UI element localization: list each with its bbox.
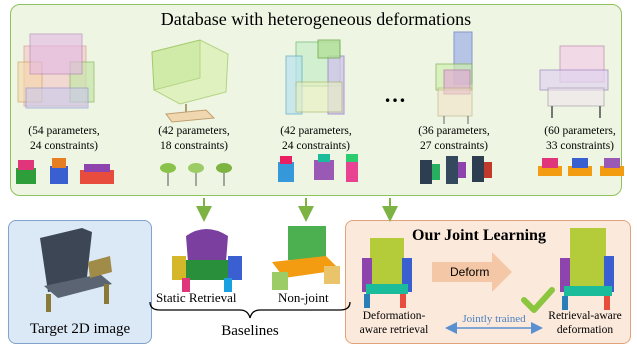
db-model-5-chair	[539, 45, 609, 118]
db-model-4-examples	[420, 156, 492, 184]
db-model-2-chair	[151, 39, 229, 123]
target-label: Target 2D image	[29, 321, 131, 337]
model-5-constraints: 33 constraints)	[545, 140, 615, 152]
database-title: Database with heterogeneous deformations	[160, 9, 472, 29]
model-1-constraints: 24 constraints)	[29, 140, 99, 152]
jointly-trained-label: Jointly trained	[462, 313, 526, 325]
static-retrieval-label: Static Retrieval	[156, 290, 237, 305]
ours-deformed-chair	[560, 228, 614, 310]
db-model-1-examples	[16, 158, 114, 184]
db-model-3-chair	[285, 39, 345, 115]
nonjoint-chair	[272, 226, 340, 290]
deformation-label-line2: deformation	[556, 324, 614, 336]
static-retrieval-chair	[172, 229, 242, 292]
model-5-params: (60 parameters,	[544, 125, 616, 137]
model-4-params: (36 parameters,	[418, 125, 490, 137]
deform-label: Deform	[450, 265, 490, 279]
db-model-2-examples	[160, 163, 232, 186]
model-3-constraints: 24 constraints)	[281, 140, 351, 152]
nonjoint-label: Non-joint	[278, 290, 329, 305]
db-model-3-examples	[278, 154, 358, 182]
checkmark-icon	[521, 287, 555, 313]
retrieval-label-line2: aware retrieval	[359, 324, 429, 336]
db-model-4-chair	[435, 31, 473, 124]
deformation-label-line1: Retrieval-aware	[548, 310, 622, 322]
ours-title: Our Joint Learning	[412, 227, 546, 244]
retrieval-label-line1: Deformation-	[362, 310, 426, 322]
db-model-1-chair	[17, 33, 95, 109]
db-model-5-examples	[538, 158, 624, 176]
model-4-constraints: 27 constraints)	[419, 140, 489, 152]
target-chair-image	[40, 228, 112, 312]
model-2-params: (42 parameters,	[158, 125, 230, 137]
model-2-constraints: 18 constraints)	[159, 140, 229, 152]
baselines-label: Baselines	[221, 323, 279, 339]
model-3-params: (42 parameters,	[280, 125, 352, 137]
baselines-brace	[149, 301, 351, 319]
deform-arrow	[432, 252, 512, 292]
database-ellipsis: …	[384, 82, 406, 107]
ours-retrieved-chair	[362, 238, 412, 308]
model-1-params: (54 parameters,	[28, 125, 100, 137]
